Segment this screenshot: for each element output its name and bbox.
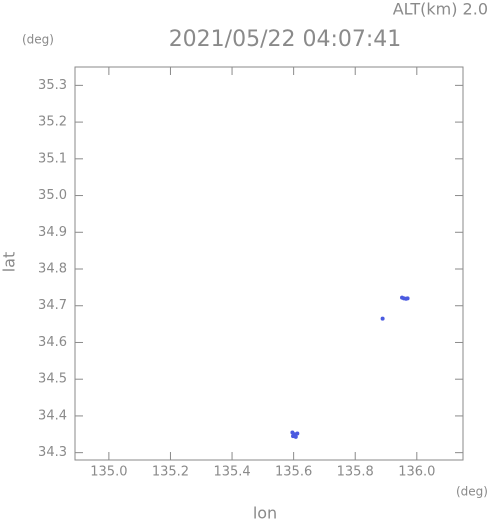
y-tick-label: 34.8 <box>38 262 67 277</box>
altitude-label: ALT(km) 2.0 <box>393 0 488 19</box>
y-tick-label: 34.5 <box>38 372 67 387</box>
y-tick-label: 34.4 <box>38 408 67 423</box>
y-tick-label: 35.3 <box>38 78 67 93</box>
y-tick-label: 35.1 <box>38 151 67 166</box>
y-tick-label: 35.0 <box>38 188 67 203</box>
point <box>290 430 295 435</box>
x-tick-label: 135.4 <box>213 465 250 480</box>
x-tick-label: 135.0 <box>90 465 127 480</box>
chart-title: 2021/05/22 04:07:41 <box>169 27 402 52</box>
point <box>380 316 385 321</box>
y-axis-label: lat <box>0 252 19 273</box>
x-tick-label: 135.2 <box>152 465 189 480</box>
x-axis-label: lon <box>253 504 277 521</box>
x-tick-label: 135.6 <box>275 465 312 480</box>
y-tick-label: 34.7 <box>38 298 67 313</box>
y-tick-label: 34.9 <box>38 225 67 240</box>
x-unit: (deg) <box>456 485 488 499</box>
y-tick-label: 35.2 <box>38 115 67 130</box>
point <box>405 296 410 301</box>
point <box>293 434 298 439</box>
plot-frame <box>74 66 464 461</box>
y-tick-label: 34.3 <box>38 445 67 460</box>
y-unit: (deg) <box>22 33 54 47</box>
x-tick-label: 135.8 <box>337 465 374 480</box>
y-tick-label: 34.6 <box>38 335 67 350</box>
x-tick-label: 136.0 <box>398 465 435 480</box>
point <box>295 431 300 436</box>
